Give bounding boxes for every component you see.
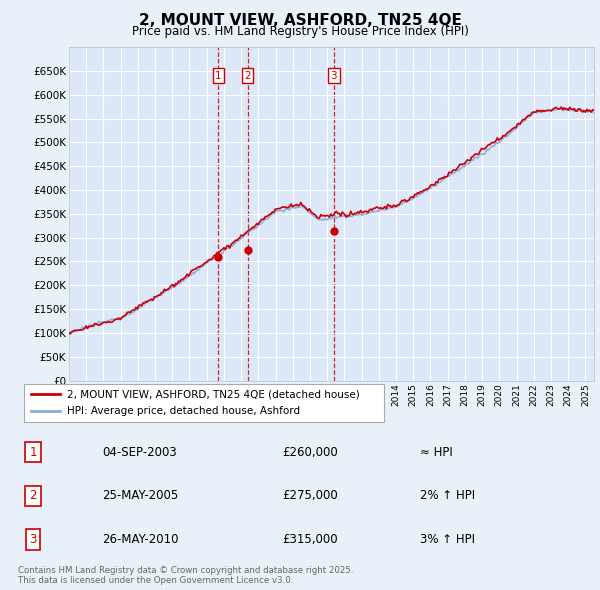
Text: HPI: Average price, detached house, Ashford: HPI: Average price, detached house, Ashf… [67, 406, 301, 416]
Text: 1: 1 [215, 71, 221, 80]
Text: £260,000: £260,000 [282, 445, 338, 458]
Text: £315,000: £315,000 [282, 533, 338, 546]
Text: ≈ HPI: ≈ HPI [420, 445, 453, 458]
Text: 2, MOUNT VIEW, ASHFORD, TN25 4QE: 2, MOUNT VIEW, ASHFORD, TN25 4QE [139, 13, 461, 28]
Text: 25-MAY-2005: 25-MAY-2005 [102, 489, 178, 502]
Text: Price paid vs. HM Land Registry's House Price Index (HPI): Price paid vs. HM Land Registry's House … [131, 25, 469, 38]
Text: 26-MAY-2010: 26-MAY-2010 [102, 533, 179, 546]
Text: 04-SEP-2003: 04-SEP-2003 [102, 445, 177, 458]
Text: 2: 2 [29, 489, 37, 502]
Text: 1: 1 [29, 445, 37, 458]
Text: Contains HM Land Registry data © Crown copyright and database right 2025.
This d: Contains HM Land Registry data © Crown c… [18, 566, 353, 585]
Text: 2: 2 [245, 71, 251, 80]
Text: 3% ↑ HPI: 3% ↑ HPI [420, 533, 475, 546]
Text: 2% ↑ HPI: 2% ↑ HPI [420, 489, 475, 502]
FancyBboxPatch shape [24, 384, 384, 422]
Text: 3: 3 [331, 71, 337, 80]
Text: 2, MOUNT VIEW, ASHFORD, TN25 4QE (detached house): 2, MOUNT VIEW, ASHFORD, TN25 4QE (detach… [67, 389, 360, 399]
Text: £275,000: £275,000 [282, 489, 338, 502]
Text: 3: 3 [29, 533, 37, 546]
